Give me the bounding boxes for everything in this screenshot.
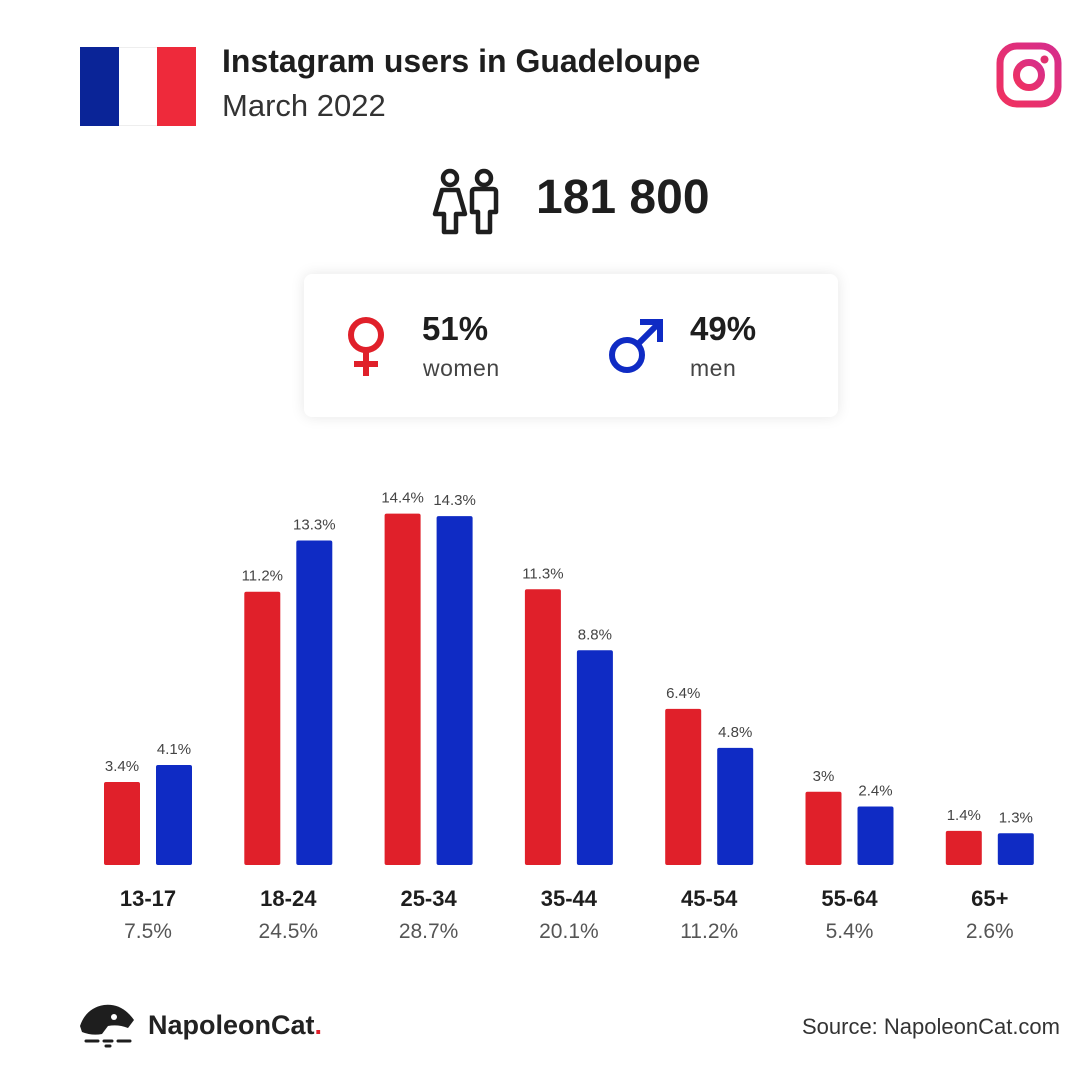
bar-25-34-series-1 xyxy=(436,516,473,865)
bar-65+-series-0 xyxy=(945,830,982,865)
category-label: 55-64 xyxy=(821,886,878,911)
bar-value-label: 3% xyxy=(813,768,835,785)
flag-stripe-blue xyxy=(80,47,119,126)
page-subtitle: March 2022 xyxy=(222,88,386,123)
bar-value-label: 11.2% xyxy=(242,568,283,585)
source-credit: Source: NapoleonCat.com xyxy=(801,1014,1060,1039)
bar-25-34-series-0 xyxy=(384,513,421,865)
female-symbol-icon xyxy=(348,317,384,376)
bar-value-label: 3.4% xyxy=(105,758,139,775)
bar-18-24-series-1 xyxy=(296,540,333,865)
category-total-label: 20.1% xyxy=(539,920,599,943)
bar-18-24-series-0 xyxy=(244,591,281,865)
brand-name-text: NapoleonCat xyxy=(148,1010,315,1040)
men-percentage: 49% xyxy=(690,310,757,347)
bar-value-label: 2.4% xyxy=(858,782,892,799)
category-label: 18-24 xyxy=(260,886,317,911)
total-users-value: 181 800 xyxy=(536,171,710,224)
age-gender-bar-chart: 3.4% 4.1% 13-17 7.5% 11.2% 13.3% 18-24 24.5% 14.… xyxy=(104,490,1034,943)
category-label: 35-44 xyxy=(541,886,598,911)
bar-value-label: 14.4% xyxy=(381,490,424,507)
bar-value-label: 6.4% xyxy=(666,685,700,702)
bar-value-label: 14.3% xyxy=(433,492,476,509)
bar-value-label: 4.1% xyxy=(157,741,191,758)
bar-value-label: 1.3% xyxy=(999,809,1033,826)
bar-value-label: 4.8% xyxy=(718,724,752,741)
brand-name: NapoleonCat. xyxy=(148,1010,322,1041)
women-percentage: 51% xyxy=(422,310,489,347)
flag-stripe-white xyxy=(118,47,158,126)
bar-value-label: 13.3% xyxy=(293,516,336,533)
bar-35-44-series-1 xyxy=(576,650,613,865)
men-label: men xyxy=(690,355,737,381)
people-icon xyxy=(432,168,499,235)
category-label: 45-54 xyxy=(681,886,738,911)
france-flag xyxy=(80,47,197,126)
bar-13-17-series-1 xyxy=(156,764,192,865)
napoleoncat-logo-icon xyxy=(80,1004,134,1048)
category-total-label: 24.5% xyxy=(259,920,319,943)
category-total-label: 7.5% xyxy=(124,920,172,943)
page-title: Instagram users in Guadeloupe xyxy=(222,43,701,79)
male-symbol-icon xyxy=(609,319,663,373)
category-label: 13-17 xyxy=(120,886,176,911)
bar-65+-series-1 xyxy=(997,833,1034,865)
category-total-label: 5.4% xyxy=(826,920,874,943)
bar-value-label: 1.4% xyxy=(947,807,981,824)
category-label: 25-34 xyxy=(400,886,457,911)
flag-stripe-red xyxy=(157,47,197,126)
bar-45-54-series-1 xyxy=(717,747,754,865)
category-total-label: 28.7% xyxy=(399,920,459,943)
bar-55-64-series-1 xyxy=(857,806,894,865)
brand-dot: . xyxy=(314,1010,323,1040)
bar-35-44-series-0 xyxy=(524,589,561,865)
category-total-label: 11.2% xyxy=(680,920,738,943)
bar-55-64-series-0 xyxy=(805,791,842,865)
gender-split-card: 51% women 49% men xyxy=(304,274,838,417)
bar-13-17-series-0 xyxy=(104,782,140,865)
bar-value-label: 8.8% xyxy=(578,626,612,643)
category-total-label: 2.6% xyxy=(966,920,1014,943)
bar-45-54-series-0 xyxy=(665,708,702,865)
category-label: 65+ xyxy=(971,886,1008,911)
instagram-icon xyxy=(996,42,1062,108)
bar-value-label: 11.3% xyxy=(522,565,563,582)
women-label: women xyxy=(423,355,500,381)
